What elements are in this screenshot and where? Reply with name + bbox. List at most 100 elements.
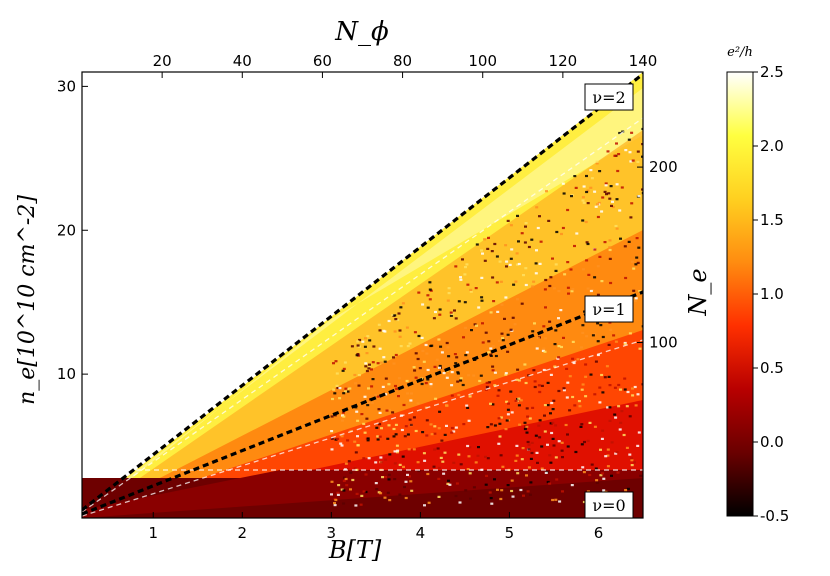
- noise-speckle: [627, 240, 631, 243]
- noise-speckle: [433, 425, 437, 428]
- noise-speckle: [447, 287, 451, 290]
- noise-speckle: [360, 413, 364, 416]
- noise-speckle: [462, 423, 466, 426]
- noise-speckle: [495, 255, 499, 258]
- noise-speckle: [438, 308, 442, 311]
- noise-speckle: [426, 472, 430, 476]
- noise-speckle: [551, 498, 555, 502]
- noise-speckle: [611, 200, 614, 203]
- noise-speckle: [629, 457, 633, 460]
- noise-speckle: [543, 430, 547, 433]
- noise-speckle: [472, 486, 476, 489]
- noise-speckle: [514, 459, 518, 462]
- noise-speckle: [520, 302, 524, 305]
- noise-speckle: [430, 433, 434, 436]
- noise-speckle: [333, 504, 337, 507]
- noise-speckle: [522, 274, 525, 277]
- noise-speckle: [574, 186, 578, 189]
- noise-speckle: [540, 445, 544, 448]
- noise-speckle: [469, 497, 472, 500]
- noise-speckle: [620, 186, 624, 189]
- noise-speckle: [527, 466, 531, 469]
- noise-speckle: [560, 449, 564, 452]
- noise-speckle: [544, 306, 547, 309]
- noise-speckle: [351, 478, 355, 482]
- noise-speckle: [497, 389, 501, 392]
- noise-speckle: [480, 296, 484, 299]
- noise-speckle: [586, 189, 590, 192]
- noise-speckle: [382, 329, 386, 332]
- noise-speckle: [398, 463, 402, 466]
- noise-speckle: [349, 471, 353, 474]
- noise-speckle: [629, 216, 633, 219]
- noise-speckle: [474, 287, 478, 290]
- noise-speckle: [580, 346, 583, 349]
- noise-speckle: [346, 439, 350, 442]
- noise-speckle: [631, 387, 634, 390]
- noise-speckle: [551, 437, 555, 440]
- noise-speckle: [426, 306, 430, 309]
- noise-speckle: [406, 345, 410, 348]
- noise-speckle: [490, 502, 494, 505]
- noise-speckle: [601, 196, 605, 199]
- noise-speckle: [619, 421, 623, 424]
- noise-speckle: [455, 356, 459, 359]
- colorbar-tick-label: 1.5: [760, 211, 784, 229]
- noise-speckle: [570, 290, 574, 293]
- noise-speckle: [625, 405, 629, 408]
- noise-speckle: [586, 490, 590, 493]
- noise-speckle: [551, 408, 555, 411]
- noise-speckle: [353, 440, 357, 443]
- noise-speckle: [606, 448, 610, 451]
- noise-speckle: [450, 431, 454, 434]
- x-bottom-ticks: 1 2 3 4 5 6: [148, 512, 603, 542]
- noise-speckle: [598, 401, 602, 404]
- noise-speckle: [603, 376, 607, 379]
- x-top-tick-label: 40: [233, 52, 252, 70]
- noise-speckle: [585, 335, 589, 338]
- noise-speckle: [546, 331, 550, 334]
- noise-speckle: [374, 461, 378, 464]
- noise-speckle: [354, 382, 358, 385]
- noise-speckle: [561, 226, 565, 230]
- noise-speckle: [603, 241, 607, 244]
- noise-speckle: [387, 478, 391, 481]
- noise-speckle: [364, 362, 368, 365]
- noise-speckle: [530, 238, 534, 241]
- noise-speckle: [549, 412, 552, 415]
- noise-speckle: [330, 430, 334, 433]
- noise-speckle: [616, 471, 620, 474]
- noise-speckle: [467, 419, 471, 422]
- noise-speckle: [341, 419, 344, 422]
- x-top-tick-label: 20: [153, 52, 172, 70]
- noise-speckle: [617, 383, 621, 387]
- noise-speckle: [376, 438, 380, 441]
- noise-speckle: [563, 273, 567, 276]
- noise-speckle: [557, 290, 561, 293]
- noise-speckle: [392, 362, 396, 365]
- filling-line-nu2: [82, 72, 643, 512]
- noise-speckle: [480, 249, 483, 252]
- noise-speckle: [447, 355, 451, 358]
- noise-speckle: [495, 281, 499, 284]
- noise-speckle: [553, 343, 557, 346]
- noise-speckle: [506, 408, 510, 411]
- noise-speckle: [466, 468, 470, 471]
- noise-speckle: [516, 298, 519, 301]
- x-bottom-tick-label: 5: [505, 524, 515, 542]
- noise-speckle: [414, 429, 418, 433]
- noise-speckle: [330, 448, 334, 451]
- noise-speckle: [413, 331, 417, 334]
- noise-speckle: [596, 340, 600, 343]
- noise-speckle: [514, 280, 518, 283]
- noise-speckle: [566, 208, 570, 212]
- noise-speckle: [365, 352, 369, 355]
- y-left-axis-label: n_e[10^10 cm^-2]: [15, 195, 40, 405]
- noise-speckle: [435, 358, 439, 361]
- noise-speckle: [429, 385, 433, 388]
- noise-speckle: [517, 262, 521, 266]
- noise-speckle: [417, 469, 421, 473]
- noise-speckle: [548, 482, 552, 485]
- noise-speckle: [551, 421, 555, 424]
